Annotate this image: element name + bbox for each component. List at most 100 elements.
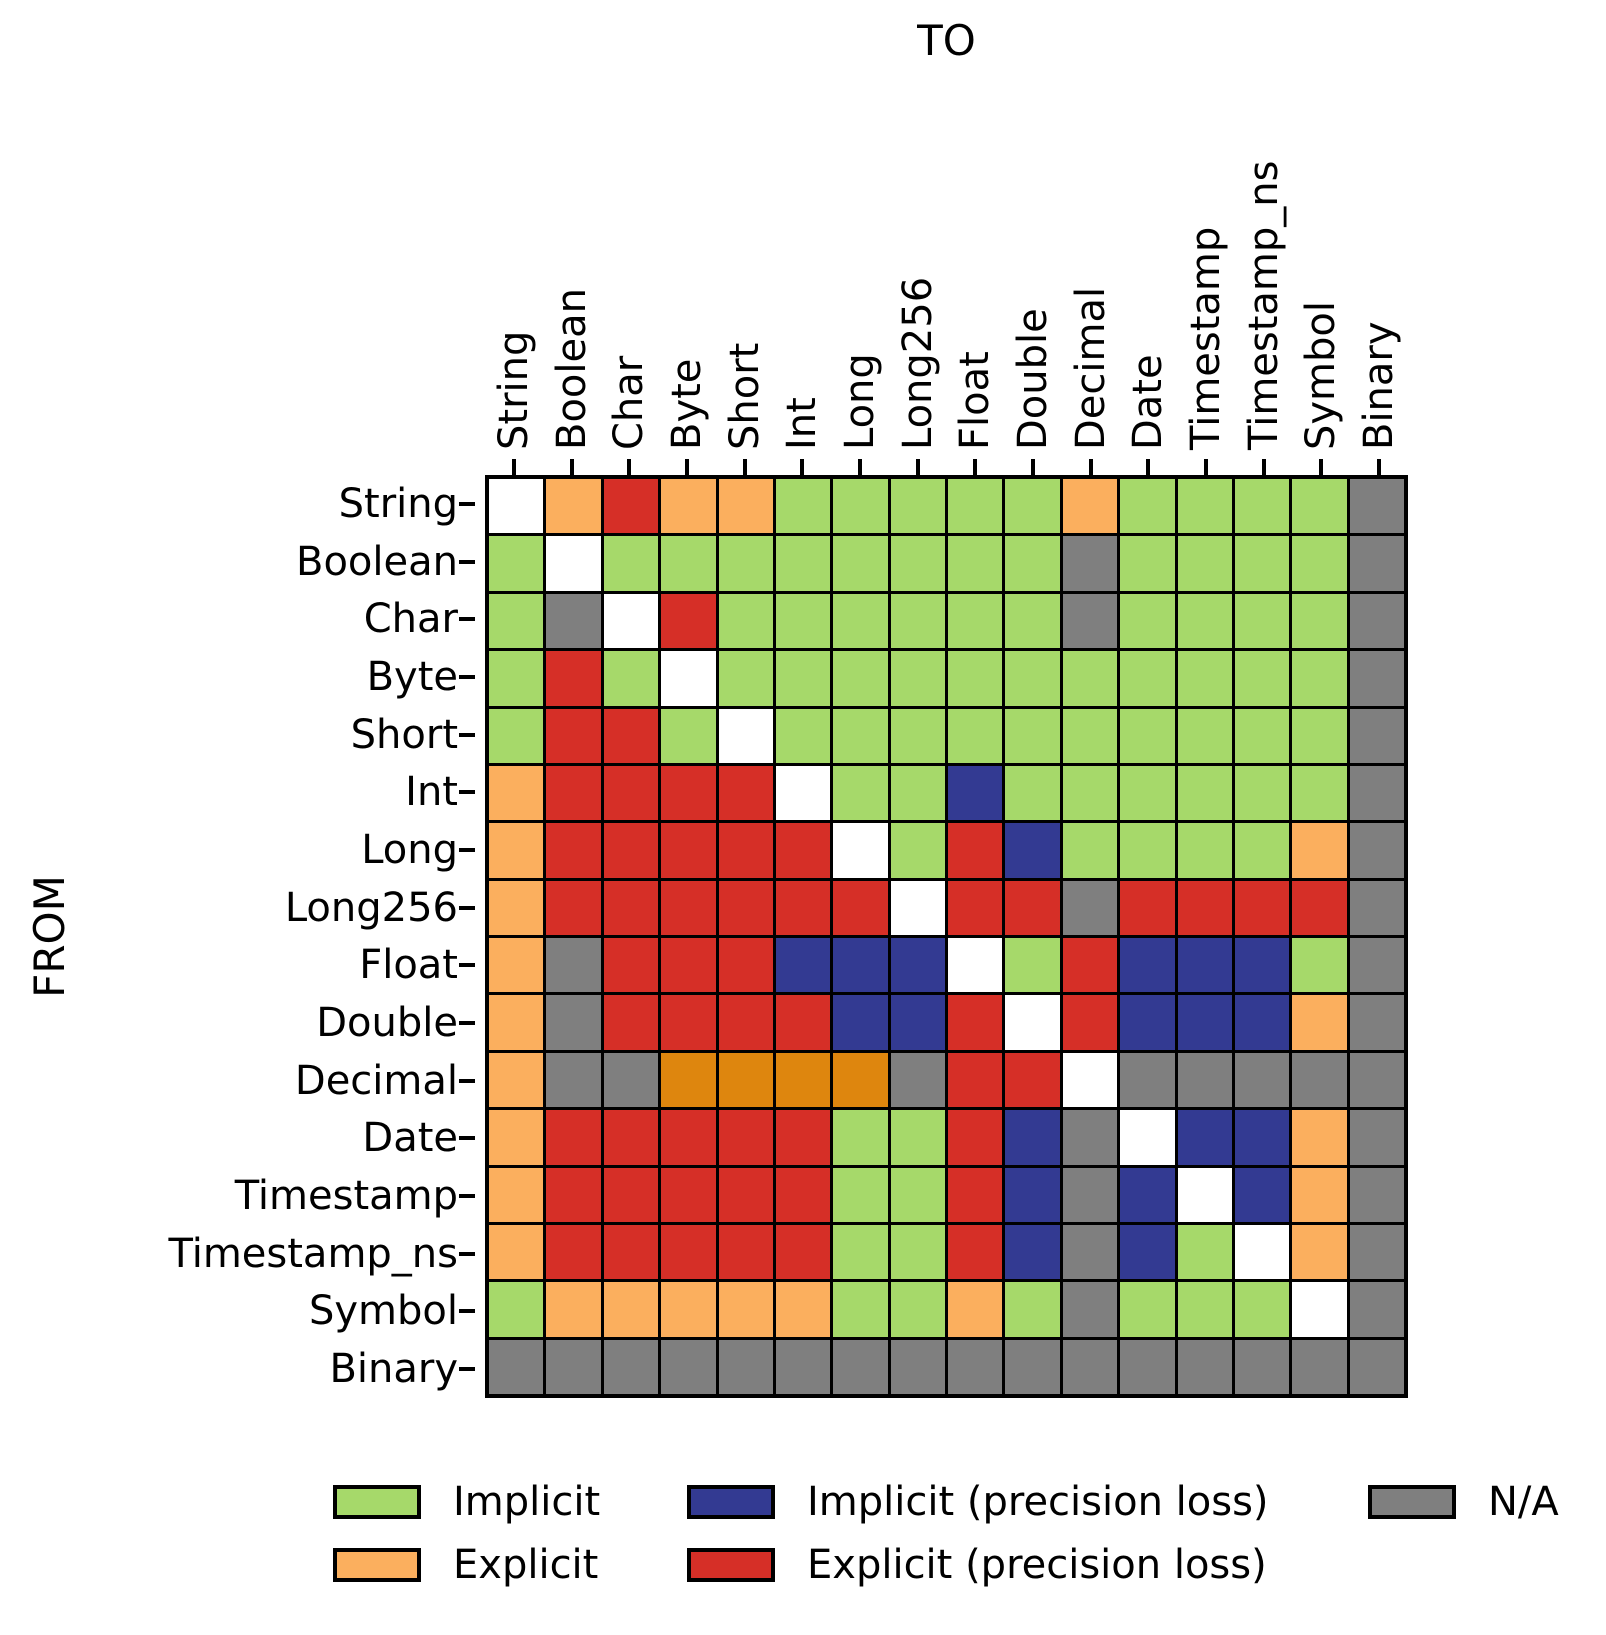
matrix-cell [1120, 536, 1175, 591]
y-tick-label: String [338, 480, 458, 527]
matrix-cell [1005, 765, 1060, 821]
matrix-cell [718, 1052, 773, 1108]
y-tick-label: Long256 [284, 884, 458, 931]
matrix-cell [1062, 823, 1118, 878]
matrix-cell [603, 1167, 659, 1222]
matrix-cell [1177, 651, 1232, 706]
matrix-cell [1234, 1282, 1290, 1337]
matrix-cell [1005, 651, 1060, 706]
matrix-cell [948, 1282, 1003, 1337]
matrix-cell [1177, 708, 1232, 763]
matrix-cell [833, 823, 888, 878]
matrix-cell [1005, 1167, 1060, 1222]
legend-swatch [687, 1548, 775, 1582]
x-tick-label: Int [779, 397, 826, 450]
y-tick-label: Date [362, 1115, 458, 1162]
matrix-cell [890, 479, 945, 534]
matrix-cell [1120, 880, 1175, 935]
matrix-cell [1177, 995, 1232, 1050]
matrix-cell [603, 823, 659, 878]
matrix-cell [775, 1339, 831, 1394]
matrix-cell [1062, 995, 1118, 1050]
matrix-cell [661, 1339, 716, 1394]
matrix-cell [833, 1224, 888, 1280]
matrix-cell [1120, 1052, 1175, 1108]
matrix-cell [718, 765, 773, 821]
matrix-cell [661, 536, 716, 591]
matrix-cell [603, 1339, 659, 1394]
matrix-cell [661, 765, 716, 821]
matrix-cell [1062, 938, 1118, 993]
matrix-cell [833, 593, 888, 649]
matrix-cell [775, 536, 831, 591]
matrix-cell [1292, 1224, 1347, 1280]
matrix-cell [775, 593, 831, 649]
matrix-cell [1234, 1052, 1290, 1108]
matrix-cell [1349, 823, 1404, 878]
matrix-cell [1234, 593, 1290, 649]
matrix-cell [1120, 1339, 1175, 1394]
x-axis-tick [684, 459, 689, 475]
y-tick-label: Char [363, 596, 458, 643]
matrix-cell [1062, 708, 1118, 763]
matrix-cell [1177, 1282, 1232, 1337]
matrix-cell [603, 880, 659, 935]
legend-swatch [687, 1485, 775, 1519]
matrix-cell [1234, 708, 1290, 763]
matrix-cell [603, 593, 659, 649]
y-tick-label: Double [316, 1000, 458, 1047]
matrix-cell [661, 593, 716, 649]
matrix-cell [489, 651, 544, 706]
matrix-cell [1120, 1110, 1175, 1165]
matrix-cell [890, 1052, 945, 1108]
matrix-cell [1234, 995, 1290, 1050]
y-axis-tick [459, 732, 475, 737]
matrix-cell [1234, 1224, 1290, 1280]
x-tick-label: Binary [1356, 321, 1403, 450]
matrix-cell [1120, 1224, 1175, 1280]
matrix-cell [1062, 593, 1118, 649]
matrix-cell [948, 765, 1003, 821]
matrix-cell [661, 1052, 716, 1108]
matrix-cell [833, 651, 888, 706]
matrix-cell [546, 1110, 601, 1165]
matrix-cell [546, 651, 601, 706]
matrix-cell [546, 995, 601, 1050]
matrix-cell [890, 1282, 945, 1337]
matrix-cell [948, 995, 1003, 1050]
x-tick-label: Byte [663, 358, 710, 450]
y-axis-tick [459, 1078, 475, 1083]
matrix-cell [1120, 651, 1175, 706]
x-axis-tick [1146, 459, 1151, 475]
matrix-cell [833, 1339, 888, 1394]
y-axis-tick [459, 963, 475, 968]
x-axis-tick [1377, 459, 1382, 475]
matrix-cell [489, 1282, 544, 1337]
matrix-cell [1005, 536, 1060, 591]
matrix-cell [1177, 823, 1232, 878]
matrix-cell [546, 1282, 601, 1337]
matrix-cell [890, 1224, 945, 1280]
y-axis-tick [459, 559, 475, 564]
matrix-cell [1120, 938, 1175, 993]
matrix-cell [1234, 1339, 1290, 1394]
matrix-cell [1349, 1339, 1404, 1394]
x-axis-tick [915, 459, 920, 475]
matrix-cell [546, 938, 601, 993]
x-axis-tick [1088, 459, 1093, 475]
matrix-cell [661, 651, 716, 706]
matrix-cell [1349, 1110, 1404, 1165]
matrix-cell [1120, 708, 1175, 763]
matrix-cell [833, 536, 888, 591]
matrix-cell [489, 1052, 544, 1108]
matrix-cell [948, 1167, 1003, 1222]
matrix-cell [1234, 1110, 1290, 1165]
matrix-cell [1177, 536, 1232, 591]
matrix-cell [1120, 1167, 1175, 1222]
y-axis-tick [459, 1021, 475, 1026]
matrix-cell [1177, 938, 1232, 993]
matrix-cell [948, 1110, 1003, 1165]
legend-label: N/A [1488, 1479, 1559, 1525]
matrix-cell [890, 823, 945, 878]
matrix-cell [775, 765, 831, 821]
